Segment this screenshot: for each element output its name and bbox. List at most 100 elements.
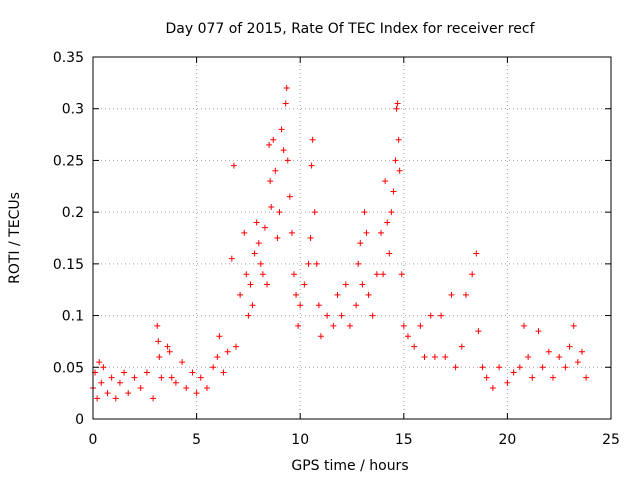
x-tick-label: 15 <box>395 432 413 448</box>
data-point <box>400 322 407 329</box>
y-tick-label: 0.3 <box>62 102 84 118</box>
data-point <box>549 374 556 381</box>
data-point <box>267 178 274 185</box>
data-point <box>293 291 300 298</box>
data-point <box>382 178 389 185</box>
x-tick-label: 0 <box>89 432 98 448</box>
data-point <box>353 302 360 309</box>
gridlines <box>93 57 611 419</box>
data-point <box>510 369 517 376</box>
data-point <box>237 291 244 298</box>
data-point <box>100 364 107 371</box>
data-point <box>172 379 179 386</box>
data-point <box>583 374 590 381</box>
axes: 0 0.05 0.1 0.15 0.2 0.25 0.3 0.35 0 5 10 15 20 25 <box>53 50 620 448</box>
data-point <box>266 141 273 148</box>
data-point <box>556 353 563 360</box>
data-point <box>220 369 227 376</box>
y-axis-label: ROTI / TECUs <box>7 192 23 284</box>
data-point <box>359 281 366 288</box>
data-point <box>334 291 341 298</box>
data-point <box>131 374 138 381</box>
data-point <box>427 312 434 319</box>
data-point <box>150 395 157 402</box>
x-tick-label: 10 <box>291 432 309 448</box>
data-point <box>315 302 322 309</box>
data-point <box>116 379 123 386</box>
data-point <box>392 157 399 164</box>
data-point <box>290 271 297 278</box>
data-point <box>264 281 271 288</box>
data-point <box>529 374 536 381</box>
data-point <box>270 136 277 143</box>
data-point <box>384 219 391 226</box>
data-point <box>313 260 320 267</box>
y-tick-label: 0.1 <box>62 309 84 325</box>
data-point <box>154 322 161 329</box>
data-points <box>90 85 590 402</box>
data-point <box>539 364 546 371</box>
data-point <box>282 100 289 107</box>
y-tick-label: 0.05 <box>53 360 84 376</box>
data-point <box>496 364 503 371</box>
data-point <box>280 147 287 154</box>
data-point <box>458 343 465 350</box>
data-point <box>156 353 163 360</box>
data-point <box>143 369 150 376</box>
data-point <box>259 271 266 278</box>
data-point <box>214 353 221 360</box>
data-point <box>411 343 418 350</box>
data-point <box>398 271 405 278</box>
data-point <box>489 384 496 391</box>
data-point <box>286 193 293 200</box>
data-point <box>230 162 237 169</box>
data-point <box>94 395 101 402</box>
data-point <box>448 291 455 298</box>
data-point <box>396 167 403 174</box>
data-point <box>301 281 308 288</box>
data-point <box>104 390 111 397</box>
data-point <box>183 384 190 391</box>
data-point <box>361 209 368 216</box>
data-point <box>295 322 302 329</box>
data-point <box>308 162 315 169</box>
data-point <box>574 359 581 366</box>
data-point <box>378 229 385 236</box>
data-point <box>253 219 260 226</box>
data-point <box>251 250 258 257</box>
data-point <box>125 390 132 397</box>
data-point <box>210 364 217 371</box>
data-point <box>342 281 349 288</box>
data-point <box>535 328 542 335</box>
data-point <box>283 85 290 92</box>
data-point <box>324 312 331 319</box>
data-point <box>261 224 268 231</box>
data-point <box>390 188 397 195</box>
data-point <box>164 343 171 350</box>
data-point <box>483 374 490 381</box>
data-point <box>197 374 204 381</box>
data-point <box>473 250 480 257</box>
data-point <box>369 312 376 319</box>
data-point <box>297 302 304 309</box>
data-point <box>288 229 295 236</box>
data-point <box>520 322 527 329</box>
data-point <box>578 348 585 355</box>
data-point <box>276 209 283 216</box>
data-point <box>272 167 279 174</box>
data-point <box>98 379 105 386</box>
data-point <box>504 379 511 386</box>
data-point <box>417 322 424 329</box>
x-tick-label: 20 <box>498 432 516 448</box>
data-point <box>562 364 569 371</box>
data-point <box>438 312 445 319</box>
data-point <box>479 364 486 371</box>
data-point <box>393 105 400 112</box>
data-point <box>193 390 200 397</box>
data-point <box>317 333 324 340</box>
data-point <box>203 384 210 391</box>
data-point <box>155 338 162 345</box>
y-tick-label: 0.35 <box>53 50 84 66</box>
data-point <box>158 374 165 381</box>
data-point <box>431 353 438 360</box>
